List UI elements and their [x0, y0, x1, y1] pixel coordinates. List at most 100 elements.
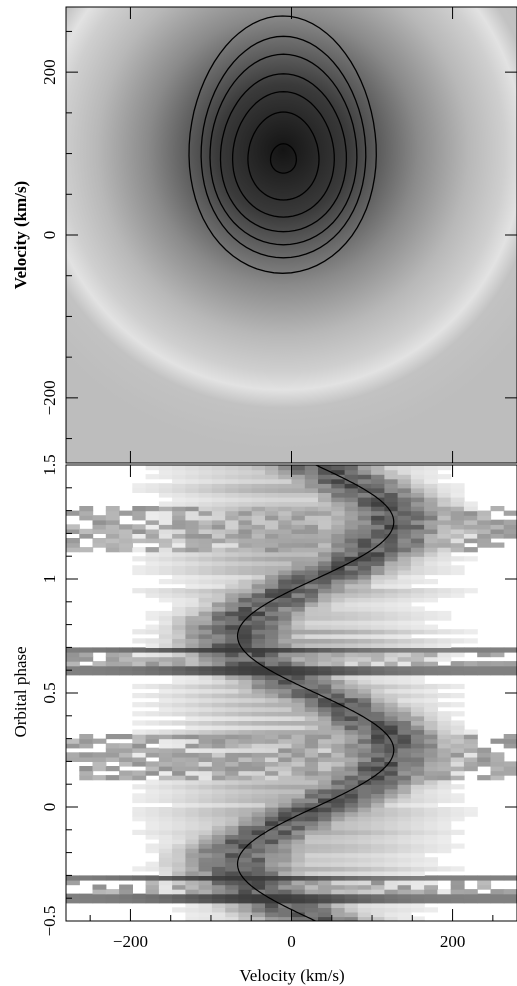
spectrum-pixel	[503, 661, 517, 667]
spectrum-pixel	[225, 807, 240, 813]
spectrum-pixel	[371, 779, 385, 785]
spectrum-pixel	[251, 601, 266, 607]
spectrum-pixel	[225, 606, 240, 612]
spectrum-pixel	[371, 528, 385, 534]
spectrum-pixel	[437, 515, 452, 521]
spectrum-pixel	[318, 547, 332, 553]
spectrum-pixel	[304, 761, 319, 767]
spectrum-pixel	[304, 825, 319, 831]
spectrum-pixel	[384, 683, 399, 690]
spectrum-pixel	[397, 797, 412, 804]
spectrum-pixel	[291, 528, 306, 534]
spectrum-pixel	[291, 706, 306, 712]
spectrum-pixel	[185, 743, 200, 749]
spectrum-pixel	[384, 610, 399, 617]
spectrum-pixel	[278, 784, 293, 790]
spectrum-pixel	[198, 898, 213, 904]
spectrum-pixel	[278, 770, 293, 776]
spectrum-pixel	[291, 770, 306, 776]
spectrum-pixel	[450, 496, 465, 503]
spectrum-pixel	[225, 829, 240, 835]
spectrum-pixel	[304, 515, 319, 521]
spectrum-pixel	[251, 560, 266, 566]
spectrum-pixel	[331, 547, 346, 553]
spectrum-pixel	[371, 592, 385, 598]
spectrum-pixel	[450, 743, 465, 749]
spectrum-pixel	[238, 738, 253, 744]
spectrum-pixel	[238, 724, 253, 731]
spectrum-pixel	[278, 647, 293, 653]
spectrum-pixel	[291, 665, 306, 671]
spectrum-pixel	[318, 761, 332, 767]
spectrum-pixel	[304, 797, 319, 804]
spectrum-pixel	[185, 642, 200, 648]
spectrum-pixel	[371, 674, 385, 680]
spectrum-pixel	[265, 834, 279, 840]
spectrum-pixel	[371, 911, 385, 918]
spectrum-pixel	[304, 866, 319, 872]
spectrum-pixel	[158, 661, 173, 667]
spectrum-pixel	[158, 465, 173, 471]
spectrum-pixel	[158, 788, 173, 794]
spectrum-pixel	[238, 652, 253, 658]
spectrum-pixel	[450, 542, 465, 548]
spectrum-pixel	[185, 670, 200, 676]
spectrum-pixel	[490, 775, 505, 781]
spectrum-pixel	[357, 761, 372, 767]
spectrum-pixel	[238, 802, 253, 808]
spectrum-pixel	[304, 697, 319, 703]
spectrum-pixel	[291, 574, 306, 580]
spectrum-pixel	[384, 670, 399, 676]
spectrum-pixel	[437, 843, 452, 849]
spectrum-pixel	[424, 802, 438, 808]
spectrum-pixel	[105, 756, 120, 762]
spectrum-pixel	[463, 556, 478, 562]
spectrum-pixel	[344, 556, 359, 562]
spectrum-pixel	[384, 693, 399, 699]
spectrum-pixel	[172, 875, 186, 881]
spectrum-pixel	[344, 610, 359, 617]
spectrum-pixel	[265, 496, 279, 503]
spectrum-pixel	[238, 542, 253, 548]
spectrum-pixel	[490, 738, 505, 744]
spectrum-pixel	[225, 797, 240, 804]
spectrum-pixel	[318, 665, 332, 671]
spectrum-pixel	[384, 857, 399, 863]
spectrum-pixel	[278, 811, 293, 817]
spectrum-pixel	[211, 702, 226, 708]
spectrum-pixel	[437, 487, 452, 493]
spectrum-pixel	[371, 738, 385, 744]
spectrum-pixel	[198, 569, 213, 576]
spectrum-pixel	[424, 629, 438, 635]
spectrum-pixel	[211, 857, 226, 863]
spectrum-pixel	[132, 565, 147, 571]
spectrum-pixel	[278, 743, 293, 749]
spectrum-pixel	[437, 775, 452, 781]
spectrum-pixel	[304, 647, 319, 653]
spectrum-pixel	[265, 487, 279, 493]
spectrum-pixel	[331, 597, 346, 603]
spectrum-pixel	[371, 784, 385, 790]
spectrum-pixel	[397, 834, 412, 840]
spectrum-pixel	[410, 702, 425, 708]
spectrum-pixel	[450, 866, 465, 872]
spectrum-pixel	[238, 583, 253, 589]
spectrum-pixel	[251, 761, 266, 767]
spectrum-pixel	[331, 656, 346, 662]
spectrum-pixel	[172, 642, 186, 648]
spectrum-pixel	[384, 533, 399, 539]
spectrum-pixel	[503, 738, 517, 744]
spectrum-pixel	[463, 528, 478, 534]
spectrum-pixel	[251, 734, 266, 740]
spectrum-pixel	[185, 843, 200, 849]
spectrum-pixel	[291, 588, 306, 594]
spectrum-pixel	[265, 866, 279, 872]
spectrum-pixel	[304, 911, 319, 918]
spectrum-pixel	[185, 802, 200, 808]
spectrum-pixel	[225, 569, 240, 576]
spectrum-pixel	[357, 702, 372, 708]
spectrum-pixel	[410, 802, 425, 808]
spectrum-pixel	[211, 743, 226, 749]
spectrum-pixel	[185, 734, 200, 740]
spectrum-pixel	[158, 866, 173, 872]
